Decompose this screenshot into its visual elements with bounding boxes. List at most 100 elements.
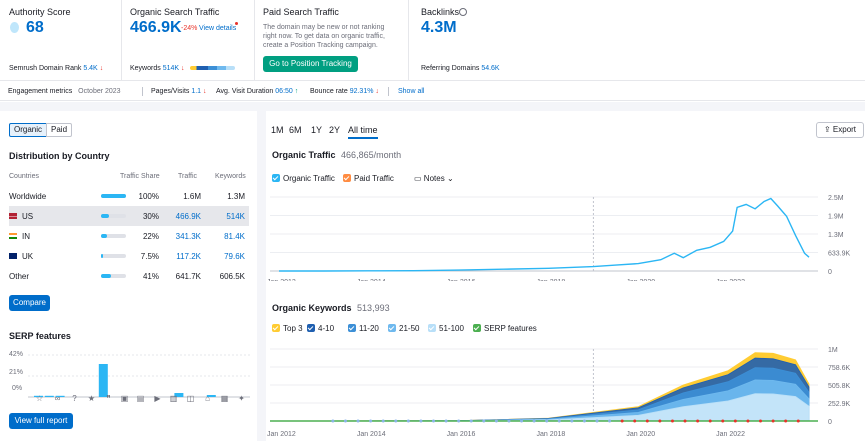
legend-top-3[interactable]: Top 3	[272, 324, 303, 333]
paid-text-3: create a Position Tracking campaign.	[263, 42, 378, 49]
x-tick-label: Jan 2020	[626, 431, 655, 438]
range-1y[interactable]: 1Y	[311, 125, 323, 135]
serp-marker	[432, 419, 436, 423]
view-full-report-button[interactable]: View full report	[9, 413, 73, 429]
authority-icon	[10, 22, 19, 33]
checkbox-icon	[343, 174, 351, 182]
twitter-icon: ✦	[238, 394, 245, 403]
serp-bar	[206, 395, 216, 397]
keywords-value: 1.3M	[227, 192, 245, 201]
share-bar	[101, 254, 126, 258]
keywords-value[interactable]: 514K	[226, 212, 245, 221]
show-all-link[interactable]: Show all	[398, 88, 425, 95]
in-flag-icon	[9, 233, 17, 239]
x-tick-label: Jan 2018	[536, 431, 565, 438]
serp-marker	[582, 419, 586, 423]
legend-51-100[interactable]: 51-100	[428, 324, 464, 333]
shopping-icon: ▦	[220, 394, 229, 403]
referring-domains: Referring Domains 54.6K	[421, 65, 500, 72]
range-1m[interactable]: 1M	[271, 125, 284, 135]
notes-dropdown[interactable]: ▭ Notes ⌄	[414, 174, 454, 183]
serp-marker	[356, 419, 360, 423]
traffic-value[interactable]: 466.9K	[175, 212, 201, 221]
x-tick-label: Jan 2014	[357, 279, 386, 281]
backlinks-value[interactable]: 4.3M	[421, 19, 457, 36]
paid-text-2: right now. To get data on organic traffi…	[263, 33, 385, 40]
legend-4-10[interactable]: 4-10	[307, 324, 334, 333]
country-row[interactable]: UK 7.5% 117.2K 79.6K	[9, 246, 249, 266]
engagement-bar: Engagement metrics October 2023 Pages/Vi…	[0, 82, 865, 101]
organic-label: Organic Search Traffic	[130, 7, 220, 17]
metrics-header: Authority Score 68 Semrush Domain Rank 5…	[0, 0, 865, 81]
view-details-link[interactable]: View details	[199, 25, 237, 32]
legend-serp-features[interactable]: SERP features	[473, 324, 537, 333]
checkbox-icon	[307, 324, 315, 332]
serp-marker	[394, 419, 398, 423]
serp-title: SERP features	[9, 331, 71, 341]
serp-bar	[34, 395, 43, 397]
checkbox-icon	[272, 324, 280, 332]
y-tick-label: 1M	[828, 347, 838, 354]
checkbox-icon	[473, 324, 481, 332]
authority-label: Authority Score	[9, 7, 71, 17]
export-button[interactable]: ⇪ Export	[816, 122, 864, 138]
star-icon: ☆	[35, 394, 44, 403]
uk-flag-icon	[9, 253, 17, 259]
video-icon: ▶	[154, 394, 161, 403]
serp-marker	[784, 419, 788, 423]
country-row[interactable]: US 30% 466.9K 514K	[9, 206, 249, 226]
serp-marker	[708, 419, 712, 423]
quote-icon: ❞	[106, 394, 111, 403]
col-traffic: Traffic	[178, 173, 198, 180]
legend-11-20[interactable]: 11-20	[348, 324, 379, 333]
traffic-value[interactable]: 341.3K	[175, 232, 201, 241]
country-name: IN	[22, 232, 30, 241]
country-row[interactable]: IN 22% 341.3K 81.4K	[9, 226, 249, 246]
keywords-value[interactable]: 81.4K	[224, 232, 245, 241]
country-row[interactable]: Worldwide 100% 1.6M 1.3M	[9, 186, 249, 206]
serp-tick: 42%	[9, 351, 24, 358]
panel-gap	[257, 111, 266, 441]
tab-paid[interactable]: Paid	[46, 123, 73, 137]
serp-bar	[55, 395, 65, 397]
serp-marker	[545, 419, 549, 423]
country-name: US	[22, 212, 34, 221]
country-name: Other	[9, 272, 30, 281]
checkbox-icon	[348, 324, 356, 332]
y-tick-label: 252.9K	[828, 401, 851, 408]
organic-keywords-chart: 1M 758.6K 505.8K 252.9K 0 Jan 2012 Jan 2014 Jan…	[267, 347, 851, 438]
keywords-value[interactable]: 79.6K	[224, 252, 245, 261]
serp-tick: 0%	[12, 385, 23, 392]
serp-marker	[608, 419, 612, 423]
authority-value[interactable]: 68	[26, 19, 44, 36]
range-6m[interactable]: 6M	[289, 125, 302, 135]
left-panel: Organic Paid Distribution by Country Cou…	[0, 111, 257, 441]
range-all-time[interactable]: All time	[348, 125, 378, 139]
serp-chart	[28, 354, 250, 398]
position-tracking-button[interactable]: Go to Position Tracking	[263, 56, 358, 72]
legend-21-50[interactable]: 21-50	[388, 324, 419, 333]
review-icon: ◫	[186, 394, 195, 403]
paid-label: Paid Search Traffic	[263, 7, 339, 17]
country-row[interactable]: Other 41% 641.7K 606.5K	[9, 266, 249, 286]
range-2y[interactable]: 2Y	[329, 125, 341, 135]
serp-marker	[331, 419, 335, 423]
checkbox-icon	[272, 174, 280, 182]
tab-organic[interactable]: Organic	[9, 123, 48, 137]
organic-traffic-line	[278, 197, 810, 272]
info-icon[interactable]	[459, 8, 467, 16]
keywords-title: Organic Keywords 513,993	[272, 303, 390, 313]
organic-value[interactable]: 466.9K	[130, 19, 182, 36]
featured-star-icon: ★	[87, 394, 96, 403]
engagement-label: Engagement metrics October 2023	[8, 88, 121, 95]
traffic-value[interactable]: 117.2K	[176, 252, 201, 261]
serp-marker	[532, 419, 536, 423]
serp-marker	[670, 419, 674, 423]
serp-tick: 21%	[9, 369, 24, 376]
share-bar	[101, 234, 126, 238]
compare-button[interactable]: Compare	[9, 295, 50, 311]
question-icon: ?	[72, 394, 77, 403]
col-traffic-share: Traffic Share	[120, 173, 160, 180]
legend-paid-traffic[interactable]: Paid Traffic	[343, 174, 394, 183]
legend-organic-traffic[interactable]: Organic Traffic	[272, 174, 335, 183]
